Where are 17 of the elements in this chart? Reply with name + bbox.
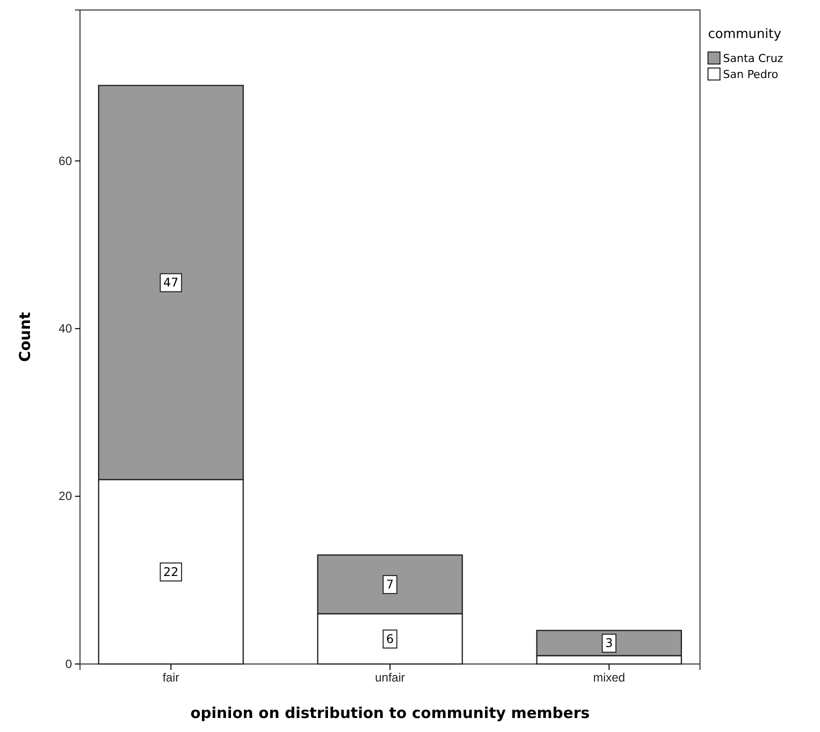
x-tick-label: mixed (593, 670, 626, 685)
legend-label: Santa Cruz (723, 52, 784, 65)
y-tick-label: 40 (58, 321, 72, 336)
data-label: 3 (605, 636, 613, 650)
x-tick-label: unfair (374, 670, 406, 685)
y-tick-label: 0 (65, 656, 72, 671)
x-axis-title: opinion on distribution to community members (190, 704, 590, 722)
y-tick-label: 60 (58, 154, 72, 168)
data-label: 22 (163, 564, 179, 579)
y-tick-label: 20 (58, 489, 72, 504)
x-tick-label: fair (162, 670, 180, 685)
data-label: 7 (386, 578, 394, 592)
legend-label: San Pedro (723, 68, 778, 81)
y-axis-title: Count (16, 312, 34, 362)
data-label: 6 (386, 632, 394, 646)
data-label: 47 (163, 276, 179, 290)
legend-title: community (708, 27, 782, 42)
